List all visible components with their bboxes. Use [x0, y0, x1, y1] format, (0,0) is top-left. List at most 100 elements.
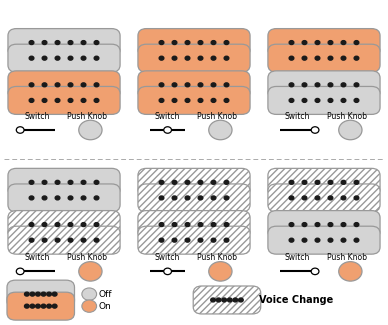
Circle shape [302, 180, 307, 184]
FancyBboxPatch shape [8, 184, 120, 212]
Circle shape [315, 223, 320, 227]
Circle shape [289, 41, 294, 45]
Circle shape [36, 304, 40, 308]
Text: Switch: Switch [285, 112, 310, 121]
FancyBboxPatch shape [138, 226, 250, 254]
FancyBboxPatch shape [8, 71, 120, 99]
FancyBboxPatch shape [268, 86, 380, 114]
Circle shape [185, 196, 190, 200]
FancyBboxPatch shape [7, 280, 74, 308]
Circle shape [42, 98, 47, 102]
Circle shape [198, 41, 203, 45]
Circle shape [159, 83, 164, 87]
Circle shape [81, 41, 86, 45]
Circle shape [302, 83, 307, 87]
Circle shape [198, 180, 203, 184]
Circle shape [164, 127, 171, 133]
FancyBboxPatch shape [138, 184, 250, 212]
Circle shape [55, 56, 60, 60]
Circle shape [24, 292, 29, 296]
Text: Push Knob: Push Knob [327, 112, 367, 121]
Circle shape [328, 238, 333, 242]
Circle shape [159, 196, 164, 200]
Circle shape [328, 196, 333, 200]
Circle shape [68, 223, 73, 227]
Circle shape [289, 238, 294, 242]
FancyBboxPatch shape [138, 86, 250, 114]
Circle shape [185, 238, 190, 242]
Circle shape [328, 98, 333, 102]
Circle shape [222, 298, 227, 302]
Circle shape [198, 223, 203, 227]
Circle shape [185, 223, 190, 227]
Circle shape [94, 196, 99, 200]
Circle shape [94, 98, 99, 102]
Circle shape [16, 127, 24, 133]
Text: Off: Off [99, 290, 113, 299]
Circle shape [172, 223, 177, 227]
Circle shape [311, 268, 319, 275]
Circle shape [328, 83, 333, 87]
Circle shape [339, 120, 362, 140]
Circle shape [172, 180, 177, 184]
Circle shape [289, 83, 294, 87]
Circle shape [209, 120, 232, 140]
FancyBboxPatch shape [268, 168, 380, 196]
FancyBboxPatch shape [8, 211, 120, 239]
Text: Push Knob: Push Knob [67, 253, 107, 262]
Circle shape [81, 180, 86, 184]
Circle shape [29, 238, 34, 242]
Circle shape [211, 98, 216, 102]
Circle shape [42, 223, 47, 227]
Circle shape [94, 56, 99, 60]
Circle shape [354, 223, 359, 227]
Circle shape [159, 56, 164, 60]
Text: Push Knob: Push Knob [67, 112, 107, 121]
Circle shape [328, 180, 333, 184]
FancyBboxPatch shape [7, 292, 74, 320]
Circle shape [341, 196, 346, 200]
Circle shape [239, 298, 243, 302]
Circle shape [341, 98, 346, 102]
Circle shape [29, 223, 34, 227]
Circle shape [211, 180, 216, 184]
Circle shape [94, 223, 99, 227]
Circle shape [302, 56, 307, 60]
Circle shape [68, 56, 73, 60]
Circle shape [354, 56, 359, 60]
Circle shape [354, 83, 359, 87]
Circle shape [224, 238, 229, 242]
Circle shape [29, 56, 34, 60]
Circle shape [172, 196, 177, 200]
Circle shape [42, 238, 47, 242]
FancyBboxPatch shape [268, 226, 380, 254]
Circle shape [211, 41, 216, 45]
Circle shape [315, 41, 320, 45]
Circle shape [289, 196, 294, 200]
Circle shape [172, 98, 177, 102]
Circle shape [159, 223, 164, 227]
Circle shape [172, 238, 177, 242]
Circle shape [354, 98, 359, 102]
Circle shape [81, 223, 86, 227]
Circle shape [47, 304, 51, 308]
Circle shape [315, 56, 320, 60]
Circle shape [159, 238, 164, 242]
Circle shape [41, 292, 46, 296]
Circle shape [198, 83, 203, 87]
Circle shape [339, 262, 362, 281]
Circle shape [341, 180, 346, 184]
Circle shape [341, 83, 346, 87]
Circle shape [94, 41, 99, 45]
Circle shape [172, 56, 177, 60]
Circle shape [81, 238, 86, 242]
Circle shape [185, 41, 190, 45]
Text: Push Knob: Push Knob [327, 253, 367, 262]
Circle shape [341, 56, 346, 60]
Circle shape [159, 180, 164, 184]
FancyBboxPatch shape [268, 71, 380, 99]
Circle shape [55, 180, 60, 184]
Circle shape [29, 180, 34, 184]
Circle shape [30, 304, 35, 308]
Circle shape [68, 196, 73, 200]
